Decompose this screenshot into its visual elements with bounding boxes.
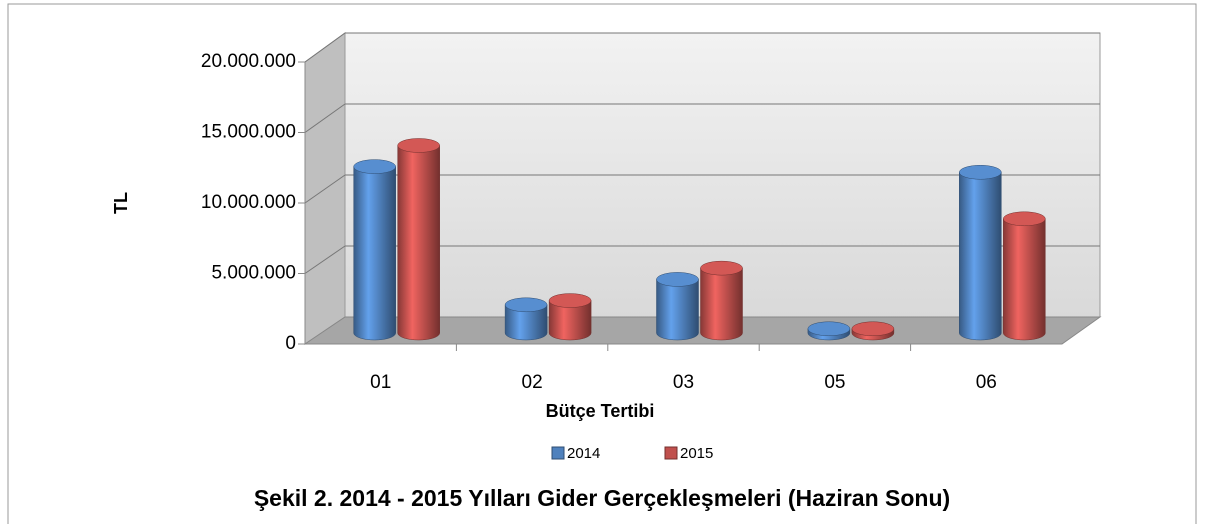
x-tick-label: 06 xyxy=(976,372,997,393)
grid-line xyxy=(304,32,346,63)
bar-body xyxy=(1003,218,1046,341)
x-tick-label: 01 xyxy=(370,372,391,393)
y-tick-label: 20.000.000 xyxy=(201,51,296,72)
y-axis-title: TL xyxy=(111,192,131,214)
y-tick-label: 5.000.000 xyxy=(211,263,296,284)
bar xyxy=(851,321,895,341)
bar xyxy=(1003,211,1046,341)
bar xyxy=(807,321,851,341)
bar xyxy=(656,272,699,341)
bar-top xyxy=(851,321,895,337)
bar-body xyxy=(353,166,396,341)
bar-body xyxy=(504,304,548,341)
legend-swatch xyxy=(551,446,565,460)
bar-top xyxy=(959,165,1002,180)
grid-line xyxy=(304,103,346,133)
bar-top xyxy=(548,293,592,308)
x-tick-label: 03 xyxy=(673,372,694,393)
bar-top xyxy=(353,159,396,174)
bar xyxy=(397,138,440,341)
y-tick-label: 15.000.000 xyxy=(201,122,296,143)
bar-body xyxy=(656,279,699,341)
y-tick-label: 0 xyxy=(285,333,296,354)
legend-label: 2015 xyxy=(680,445,713,462)
grid-line xyxy=(304,174,346,204)
bar-body xyxy=(700,267,743,341)
grid-line xyxy=(304,245,346,274)
bar-top xyxy=(397,138,440,153)
legend-swatch xyxy=(664,446,678,460)
bar-body xyxy=(959,172,1002,341)
bar xyxy=(353,159,396,341)
bar-top xyxy=(700,260,743,276)
bar-top xyxy=(1003,211,1046,227)
bar-body xyxy=(548,300,592,341)
chart-title: Şekil 2. 2014 - 2015 Yılları Gider Gerçe… xyxy=(254,485,950,511)
bar xyxy=(504,297,548,341)
bar-top xyxy=(504,297,548,313)
x-axis-title: Bütçe Tertibi xyxy=(546,401,655,421)
x-tick-label: 05 xyxy=(824,372,845,393)
y-tick-label: 10.000.000 xyxy=(201,192,296,213)
legend-label: 2014 xyxy=(567,445,600,462)
bar xyxy=(548,293,592,341)
bar-top xyxy=(807,321,851,337)
x-tick-label: 02 xyxy=(522,372,543,393)
bar xyxy=(700,260,743,341)
bar xyxy=(959,165,1002,341)
bar-body xyxy=(397,145,440,341)
bar-top xyxy=(656,272,699,287)
